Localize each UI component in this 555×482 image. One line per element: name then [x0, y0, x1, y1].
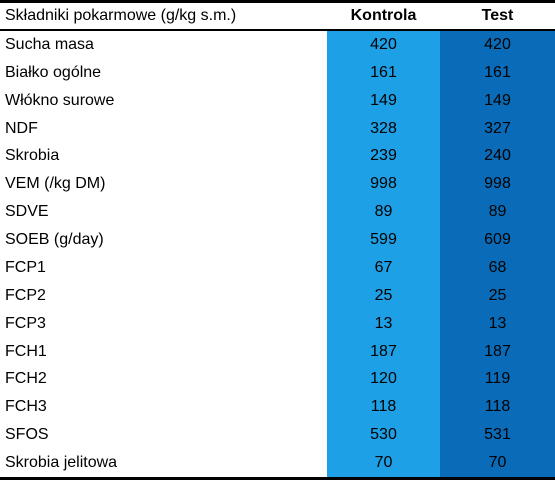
row-test-value: 531 [484, 426, 511, 444]
row-test-value: 187 [484, 342, 511, 360]
top-rule [0, 0, 555, 3]
row-test-value: 118 [484, 398, 511, 416]
row-kontrola-value: 25 [374, 286, 393, 304]
row-test-value: 420 [484, 35, 511, 53]
row-name: NDF [5, 119, 38, 137]
row-name: VEM (/kg DM) [5, 175, 106, 193]
row-test-value: 89 [488, 203, 507, 221]
row-test-value: 70 [488, 454, 507, 472]
row-name: Białko ogólne [5, 63, 102, 81]
row-name: SFOS [5, 426, 49, 444]
table-row: Skrobia 239 240 [0, 143, 555, 171]
table-row: Skrobia jelitowa 70 70 [0, 449, 555, 477]
test-column-background [440, 31, 555, 477]
row-name: SOEB (g/day) [5, 231, 104, 249]
row-name: SDVE [5, 203, 49, 221]
header-kontrola-label: Kontrola [350, 7, 417, 24]
table-row: SFOS 530 531 [0, 421, 555, 449]
table-row: Białko ogólne 161 161 [0, 59, 555, 87]
table-row: FCH2 120 119 [0, 366, 555, 394]
row-name: Skrobia [5, 147, 60, 165]
row-kontrola-value: 149 [370, 91, 397, 109]
table-row: NDF 328 327 [0, 115, 555, 143]
row-test-value: 68 [488, 258, 507, 276]
row-kontrola-value: 89 [374, 203, 393, 221]
row-kontrola-value: 161 [370, 63, 397, 81]
row-kontrola-value: 998 [370, 175, 397, 193]
row-name: FCP1 [5, 258, 46, 276]
header-nutrient-label: Składniki pokarmowe (g/kg s.m.) [5, 7, 237, 24]
row-name: FCP2 [5, 286, 46, 304]
table-row: FCP3 13 13 [0, 310, 555, 338]
table-row: SOEB (g/day) 599 609 [0, 226, 555, 254]
row-kontrola-value: 420 [370, 35, 397, 53]
table-row: Włókno surowe 149 149 [0, 87, 555, 115]
row-test-value: 161 [484, 63, 511, 81]
kontrola-column-background [327, 31, 440, 477]
row-test-value: 240 [484, 147, 511, 165]
row-name: Sucha masa [5, 35, 94, 53]
table-rows: Sucha masa 420 420 Białko ogólne 161 161… [0, 31, 555, 477]
bottom-rule [0, 477, 555, 480]
row-kontrola-value: 67 [374, 258, 393, 276]
row-name: FCP3 [5, 314, 46, 332]
row-test-value: 13 [488, 314, 507, 332]
row-name: FCH1 [5, 342, 47, 360]
row-kontrola-value: 530 [370, 426, 397, 444]
row-test-value: 998 [484, 175, 511, 193]
row-test-value: 149 [484, 91, 511, 109]
row-test-value: 119 [484, 370, 511, 388]
table-row: Sucha masa 420 420 [0, 31, 555, 59]
row-kontrola-value: 13 [374, 314, 393, 332]
row-name: Skrobia jelitowa [5, 454, 118, 472]
table-row: SDVE 89 89 [0, 198, 555, 226]
row-kontrola-value: 70 [374, 454, 393, 472]
table-row: FCP1 67 68 [0, 254, 555, 282]
table-row: FCH3 118 118 [0, 393, 555, 421]
row-kontrola-value: 328 [370, 119, 397, 137]
row-kontrola-value: 118 [370, 398, 397, 416]
table-row: FCP2 25 25 [0, 282, 555, 310]
table-header: Składniki pokarmowe (g/kg s.m.) Kontrola… [0, 3, 555, 29]
row-kontrola-value: 187 [370, 342, 397, 360]
row-test-value: 609 [484, 231, 511, 249]
row-kontrola-value: 120 [370, 370, 397, 388]
row-name: FCH3 [5, 398, 47, 416]
header-rule [0, 29, 555, 31]
table-body: Sucha masa 420 420 Białko ogólne 161 161… [0, 31, 555, 477]
row-name: Włókno surowe [5, 91, 115, 109]
row-name: FCH2 [5, 370, 47, 388]
table-row: VEM (/kg DM) 998 998 [0, 170, 555, 198]
row-test-value: 327 [484, 119, 511, 137]
row-test-value: 25 [488, 286, 507, 304]
row-kontrola-value: 239 [370, 147, 397, 165]
row-kontrola-value: 599 [370, 231, 397, 249]
header-test-label: Test [481, 7, 514, 24]
table-row: FCH1 187 187 [0, 338, 555, 366]
